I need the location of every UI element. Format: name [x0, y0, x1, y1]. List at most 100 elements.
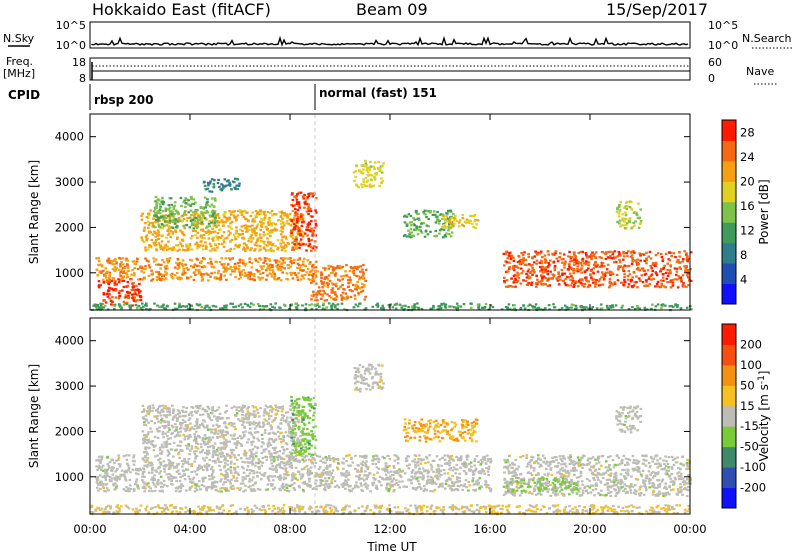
heatmap-cell — [243, 449, 247, 452]
heatmap-cell — [153, 474, 156, 477]
heatmap-cell — [268, 216, 271, 219]
heatmap-cell — [290, 273, 293, 276]
heatmap-cell — [424, 462, 427, 465]
heatmap-cell — [636, 304, 639, 308]
heatmap-cell — [200, 483, 204, 486]
heatmap-cell — [153, 302, 156, 305]
heatmap-cell — [679, 261, 682, 264]
heatmap-cell — [191, 406, 195, 409]
heatmap-cell — [489, 490, 493, 493]
heatmap-cell — [664, 304, 667, 307]
heatmap-cell — [416, 461, 419, 464]
heatmap-cell — [432, 470, 435, 473]
heatmap-cell — [475, 455, 479, 458]
heatmap-cell — [283, 214, 286, 217]
heatmap-cell — [121, 277, 125, 280]
heatmap-cell — [184, 263, 187, 266]
heatmap-cell — [660, 252, 663, 256]
heatmap-cell — [343, 308, 346, 311]
heatmap-cell — [181, 305, 185, 308]
heatmap-cell — [202, 477, 205, 480]
heatmap-cell — [124, 478, 127, 481]
heatmap-cell — [129, 278, 132, 281]
heatmap-cell — [381, 180, 385, 183]
heatmap-cell — [153, 214, 156, 217]
heatmap-cell — [208, 417, 212, 420]
heatmap-cell — [290, 203, 293, 207]
heatmap-cell — [551, 253, 555, 256]
heatmap-cell — [117, 456, 121, 459]
heatmap-cell — [547, 277, 551, 280]
heatmap-cell — [201, 228, 205, 231]
heatmap-cell — [297, 191, 301, 194]
heatmap-cell — [362, 285, 366, 288]
heatmap-cell — [278, 466, 282, 469]
heatmap-cell — [262, 450, 266, 453]
heatmap-cell — [531, 273, 534, 276]
heatmap-cell — [609, 306, 613, 309]
heatmap-cell — [185, 243, 188, 246]
heatmap-cell — [256, 238, 259, 241]
heatmap-cell — [176, 257, 180, 261]
heatmap-cell — [284, 477, 288, 480]
heatmap-cell — [164, 214, 168, 217]
heatmap-cell — [519, 282, 523, 285]
heatmap-cell — [140, 410, 144, 414]
heatmap-cell — [294, 432, 298, 435]
heatmap-cell — [470, 222, 474, 225]
heatmap-cell — [216, 213, 220, 216]
heatmap-cell — [632, 221, 635, 224]
heatmap-cell — [574, 281, 577, 284]
heatmap-cell — [439, 470, 442, 473]
heatmap-cell — [275, 228, 279, 231]
heatmap-cell — [161, 485, 164, 488]
heatmap-cell — [208, 229, 211, 232]
heatmap-cell — [304, 243, 308, 246]
heatmap-cell — [249, 237, 253, 240]
heatmap-cell — [146, 464, 149, 467]
heatmap-cell — [294, 420, 297, 423]
heatmap-cell — [436, 463, 440, 466]
heatmap-cell — [177, 266, 181, 269]
heatmap-cell — [154, 244, 158, 247]
heatmap-cell — [675, 267, 679, 270]
heatmap-cell — [459, 466, 462, 469]
heatmap-cell — [323, 307, 327, 311]
heatmap-cell — [157, 199, 161, 202]
heatmap-cell — [455, 302, 459, 305]
heatmap-cell — [228, 216, 232, 219]
heatmap-cell — [484, 462, 488, 465]
heatmap-cell — [592, 278, 596, 281]
heatmap-cell — [600, 256, 603, 259]
heatmap-cell — [238, 233, 241, 236]
heatmap-cell — [150, 471, 154, 474]
heatmap-cell — [153, 483, 156, 486]
heatmap-cell — [192, 198, 196, 201]
heatmap-cell — [134, 300, 138, 303]
heatmap-cell — [604, 271, 608, 274]
heatmap-cell — [673, 267, 677, 270]
heatmap-cell — [570, 267, 574, 270]
heatmap-cell — [176, 264, 180, 267]
heatmap-cell — [454, 468, 457, 471]
heatmap-cell — [566, 284, 570, 287]
heatmap-cell — [355, 165, 358, 168]
heatmap-cell — [182, 217, 186, 221]
heatmap-cell — [98, 307, 101, 310]
heatmap-cell — [211, 469, 215, 472]
heatmap-cell — [361, 271, 365, 274]
heatmap-cell — [236, 214, 240, 217]
heatmap-cell — [147, 223, 151, 227]
heatmap-cell — [191, 478, 195, 481]
heatmap-cell — [248, 278, 252, 281]
heatmap-cell — [560, 268, 564, 272]
heatmap-cell — [312, 193, 316, 196]
heatmap-cell — [161, 273, 164, 276]
heatmap-cell — [189, 237, 193, 240]
noise-tick-low-left: 10^0 — [56, 39, 86, 52]
heatmap-cell — [273, 276, 276, 279]
heatmap-cell — [117, 297, 121, 300]
heatmap-cell — [125, 489, 129, 492]
heatmap-cell — [167, 423, 170, 426]
heatmap-cell — [418, 485, 422, 488]
